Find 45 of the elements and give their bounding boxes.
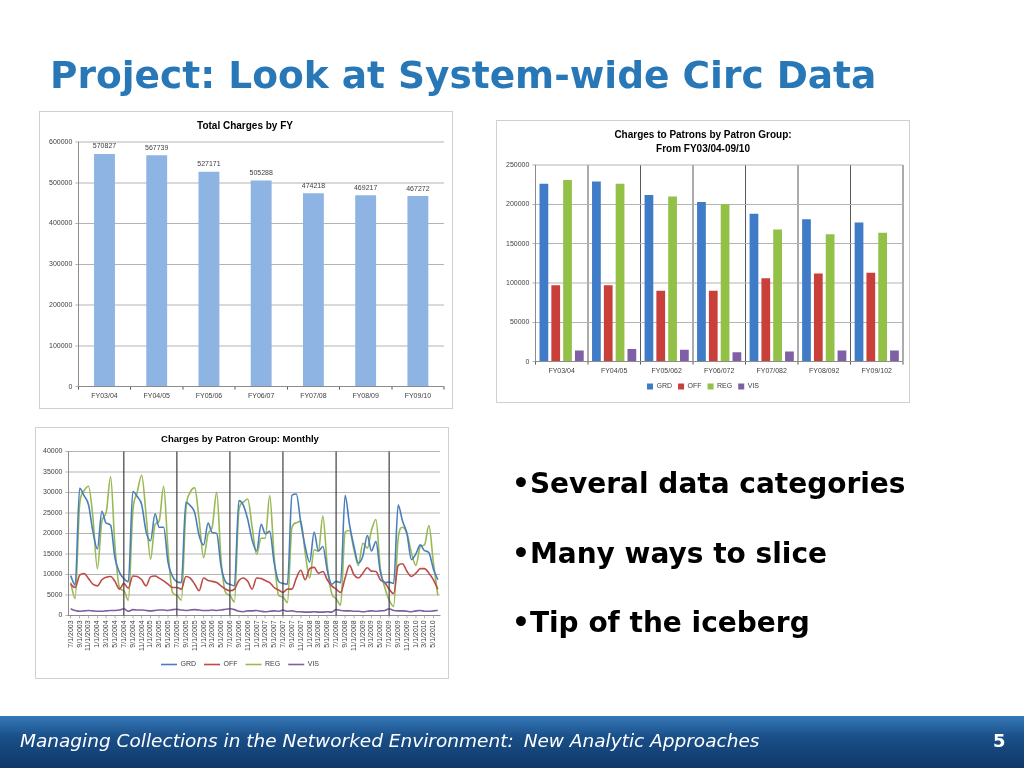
bar — [878, 232, 888, 362]
bar — [708, 290, 718, 362]
bar — [355, 195, 377, 387]
text: Project: Look at System-wide Circ Data — [50, 52, 877, 98]
bar — [574, 350, 584, 362]
bar — [720, 204, 730, 362]
bar — [854, 222, 864, 362]
bar — [250, 180, 272, 387]
bar — [749, 213, 759, 362]
bar — [551, 285, 561, 362]
bar — [198, 171, 220, 387]
chart-title: Charges to Patrons by Patron Group: — [614, 128, 792, 140]
chart-title: Charges by Patron Group: Monthly — [161, 433, 320, 445]
bar — [866, 272, 876, 362]
bar — [890, 350, 899, 362]
bar — [813, 273, 823, 362]
bar — [785, 351, 794, 362]
bar — [825, 234, 835, 362]
bar — [656, 290, 666, 362]
bar — [644, 194, 654, 362]
bar — [802, 219, 811, 362]
chart-title: Total Charges by FY — [197, 119, 294, 131]
bar — [94, 153, 115, 387]
text: 5 — [993, 729, 1006, 753]
bar — [603, 285, 613, 362]
text: •Many ways to slice — [512, 536, 827, 571]
bar — [592, 181, 601, 362]
bar — [563, 179, 572, 362]
bar — [627, 349, 637, 362]
bar — [615, 183, 625, 362]
text: Managing Collections in the Networked Environment: — [20, 729, 514, 753]
bar — [668, 196, 677, 362]
text: •Tip of the iceberg — [512, 606, 810, 640]
bar — [146, 155, 168, 387]
bar — [407, 196, 429, 387]
text: •Several data categories — [512, 467, 906, 501]
bar — [773, 229, 782, 362]
bar — [302, 193, 324, 387]
text: New Analytic Approaches — [523, 729, 760, 753]
bar — [732, 352, 742, 362]
bar — [697, 201, 706, 362]
bar — [680, 349, 689, 362]
chart-subtitle: From FY03/04-09/10 — [656, 142, 751, 154]
bar — [539, 183, 549, 362]
bar — [761, 278, 771, 362]
